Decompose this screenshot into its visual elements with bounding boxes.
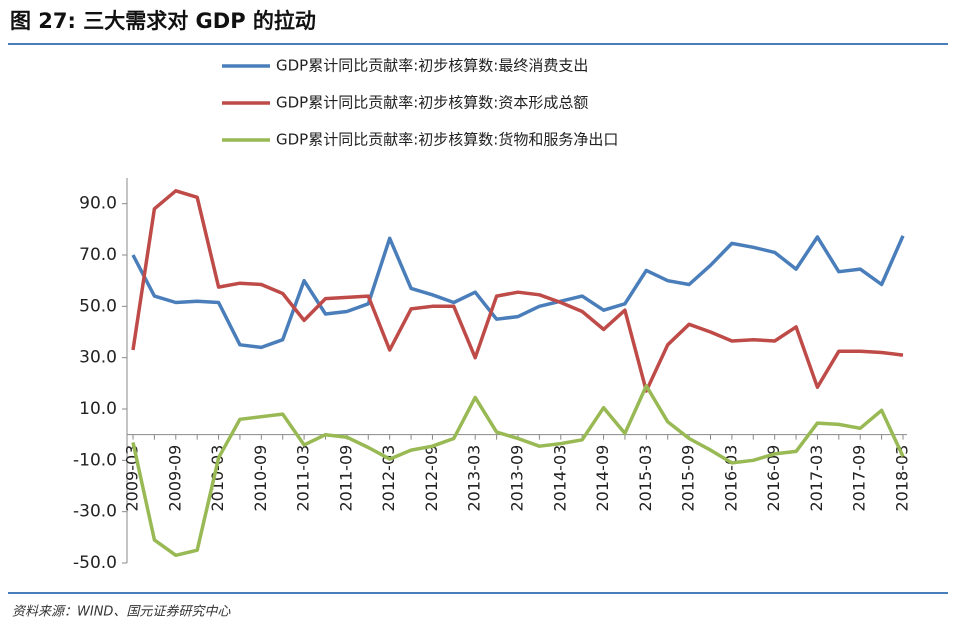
chart-title: 图 27: 三大需求对 GDP 的拉动 xyxy=(10,9,316,33)
x-tick-label: 2010-03 xyxy=(208,445,227,512)
x-tick-label: 2012-03 xyxy=(379,445,398,512)
x-tick-label: 2011-03 xyxy=(294,445,313,512)
x-tick-label: 2013-03 xyxy=(465,445,484,512)
y-tick-label: 90.0 xyxy=(79,194,117,214)
x-tick-label: 2017-09 xyxy=(850,445,869,512)
x-tick-label: 2011-09 xyxy=(336,445,355,512)
x-tick-label: 2012-09 xyxy=(422,445,441,512)
series-line xyxy=(131,384,905,558)
x-tick-label: 2013-09 xyxy=(508,445,527,512)
x-tick-label: 2016-03 xyxy=(721,445,740,512)
x-tick-label: 2014-03 xyxy=(550,445,569,512)
x-tick-label: 2015-09 xyxy=(679,445,698,512)
x-tick-label: 2009-03 xyxy=(123,445,142,512)
x-tick-label: 2009-09 xyxy=(165,445,184,512)
source-note: 资料来源：WIND、国元证券研究中心 xyxy=(12,604,231,620)
y-tick-label: 10.0 xyxy=(79,399,117,419)
y-tick-label: -10.0 xyxy=(73,450,117,470)
x-tick-label: 2016-09 xyxy=(764,445,783,512)
y-tick-label: 50.0 xyxy=(79,296,117,316)
legend-label: GDP累计同比贡献率:初步核算数:资本形成总额 xyxy=(276,94,588,112)
y-tick-label: 70.0 xyxy=(79,245,117,265)
legend-label: GDP累计同比贡献率:初步核算数:货物和服务净出口 xyxy=(276,131,618,149)
series-line xyxy=(131,235,905,350)
y-tick-label: -30.0 xyxy=(73,502,117,522)
y-tick-label: -50.0 xyxy=(73,553,117,573)
series-line xyxy=(131,189,904,393)
x-tick-label: 2010-09 xyxy=(251,445,270,512)
x-tick-label: 2017-03 xyxy=(807,445,826,512)
legend-label: GDP累计同比贡献率:初步核算数:最终消费支出 xyxy=(276,57,588,75)
x-tick-label: 2018-03 xyxy=(893,445,912,512)
x-tick-label: 2014-09 xyxy=(593,445,612,512)
y-tick-label: 30.0 xyxy=(79,348,117,368)
x-tick-label: 2015-03 xyxy=(636,445,655,512)
